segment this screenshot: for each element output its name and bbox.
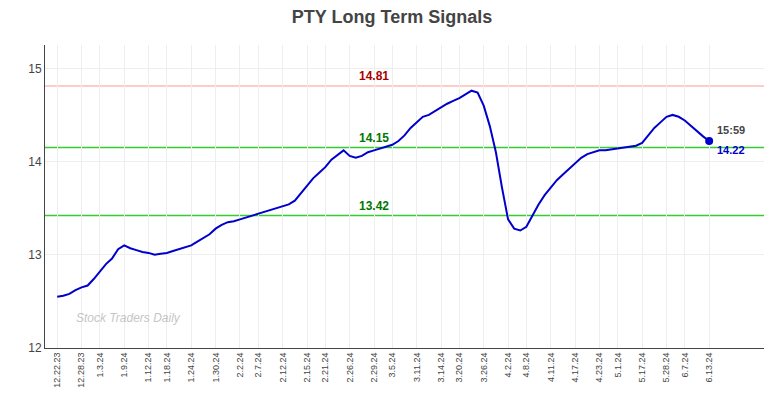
- svg-text:13.42: 13.42: [359, 199, 389, 213]
- svg-text:14.81: 14.81: [359, 69, 389, 83]
- svg-text:14: 14: [28, 155, 42, 169]
- svg-text:2.12.24: 2.12.24: [278, 353, 288, 383]
- svg-text:5.28.24: 5.28.24: [661, 353, 671, 383]
- svg-text:4.23.24: 4.23.24: [594, 353, 604, 383]
- svg-text:1.3.24: 1.3.24: [95, 353, 105, 378]
- svg-text:1.24.24: 1.24.24: [186, 353, 196, 383]
- svg-text:14.22: 14.22: [717, 144, 745, 156]
- svg-text:PTY Long Term Signals: PTY Long Term Signals: [292, 7, 492, 27]
- svg-text:3.11.24: 3.11.24: [412, 353, 422, 382]
- svg-text:2.29.24: 2.29.24: [369, 353, 379, 383]
- svg-text:4.17.24: 4.17.24: [570, 353, 580, 383]
- svg-text:3.5.24: 3.5.24: [387, 353, 397, 378]
- svg-text:2.26.24: 2.26.24: [345, 353, 355, 383]
- svg-text:12.22.23: 12.22.23: [52, 353, 62, 388]
- svg-text:3.26.24: 3.26.24: [479, 353, 489, 383]
- svg-text:15: 15: [28, 62, 42, 76]
- svg-text:3.14.24: 3.14.24: [436, 353, 446, 383]
- svg-text:2.7.24: 2.7.24: [253, 353, 263, 378]
- svg-text:13: 13: [28, 248, 42, 262]
- svg-text:14.15: 14.15: [359, 131, 389, 145]
- svg-text:1.9.24: 1.9.24: [119, 353, 129, 378]
- svg-text:15:59: 15:59: [717, 124, 745, 136]
- svg-text:3.20.24: 3.20.24: [454, 353, 464, 383]
- svg-text:4.8.24: 4.8.24: [521, 353, 531, 378]
- svg-text:1.18.24: 1.18.24: [162, 353, 172, 383]
- svg-text:6.13.24: 6.13.24: [704, 353, 714, 383]
- svg-text:2.15.24: 2.15.24: [302, 353, 312, 383]
- svg-text:1.12.24: 1.12.24: [144, 353, 154, 383]
- svg-text:5.1.24: 5.1.24: [613, 353, 623, 378]
- svg-text:12.28.23: 12.28.23: [76, 353, 86, 388]
- svg-text:5.17.24: 5.17.24: [637, 353, 647, 383]
- svg-text:12: 12: [28, 341, 42, 355]
- svg-text:2.2.24: 2.2.24: [235, 353, 245, 378]
- svg-text:4.2.24: 4.2.24: [503, 353, 513, 378]
- svg-text:Stock Traders Daily: Stock Traders Daily: [76, 311, 181, 325]
- svg-text:4.11.24: 4.11.24: [546, 353, 556, 382]
- svg-text:1.30.24: 1.30.24: [211, 353, 221, 383]
- svg-text:2.21.24: 2.21.24: [320, 353, 330, 383]
- svg-text:6.7.24: 6.7.24: [680, 353, 690, 378]
